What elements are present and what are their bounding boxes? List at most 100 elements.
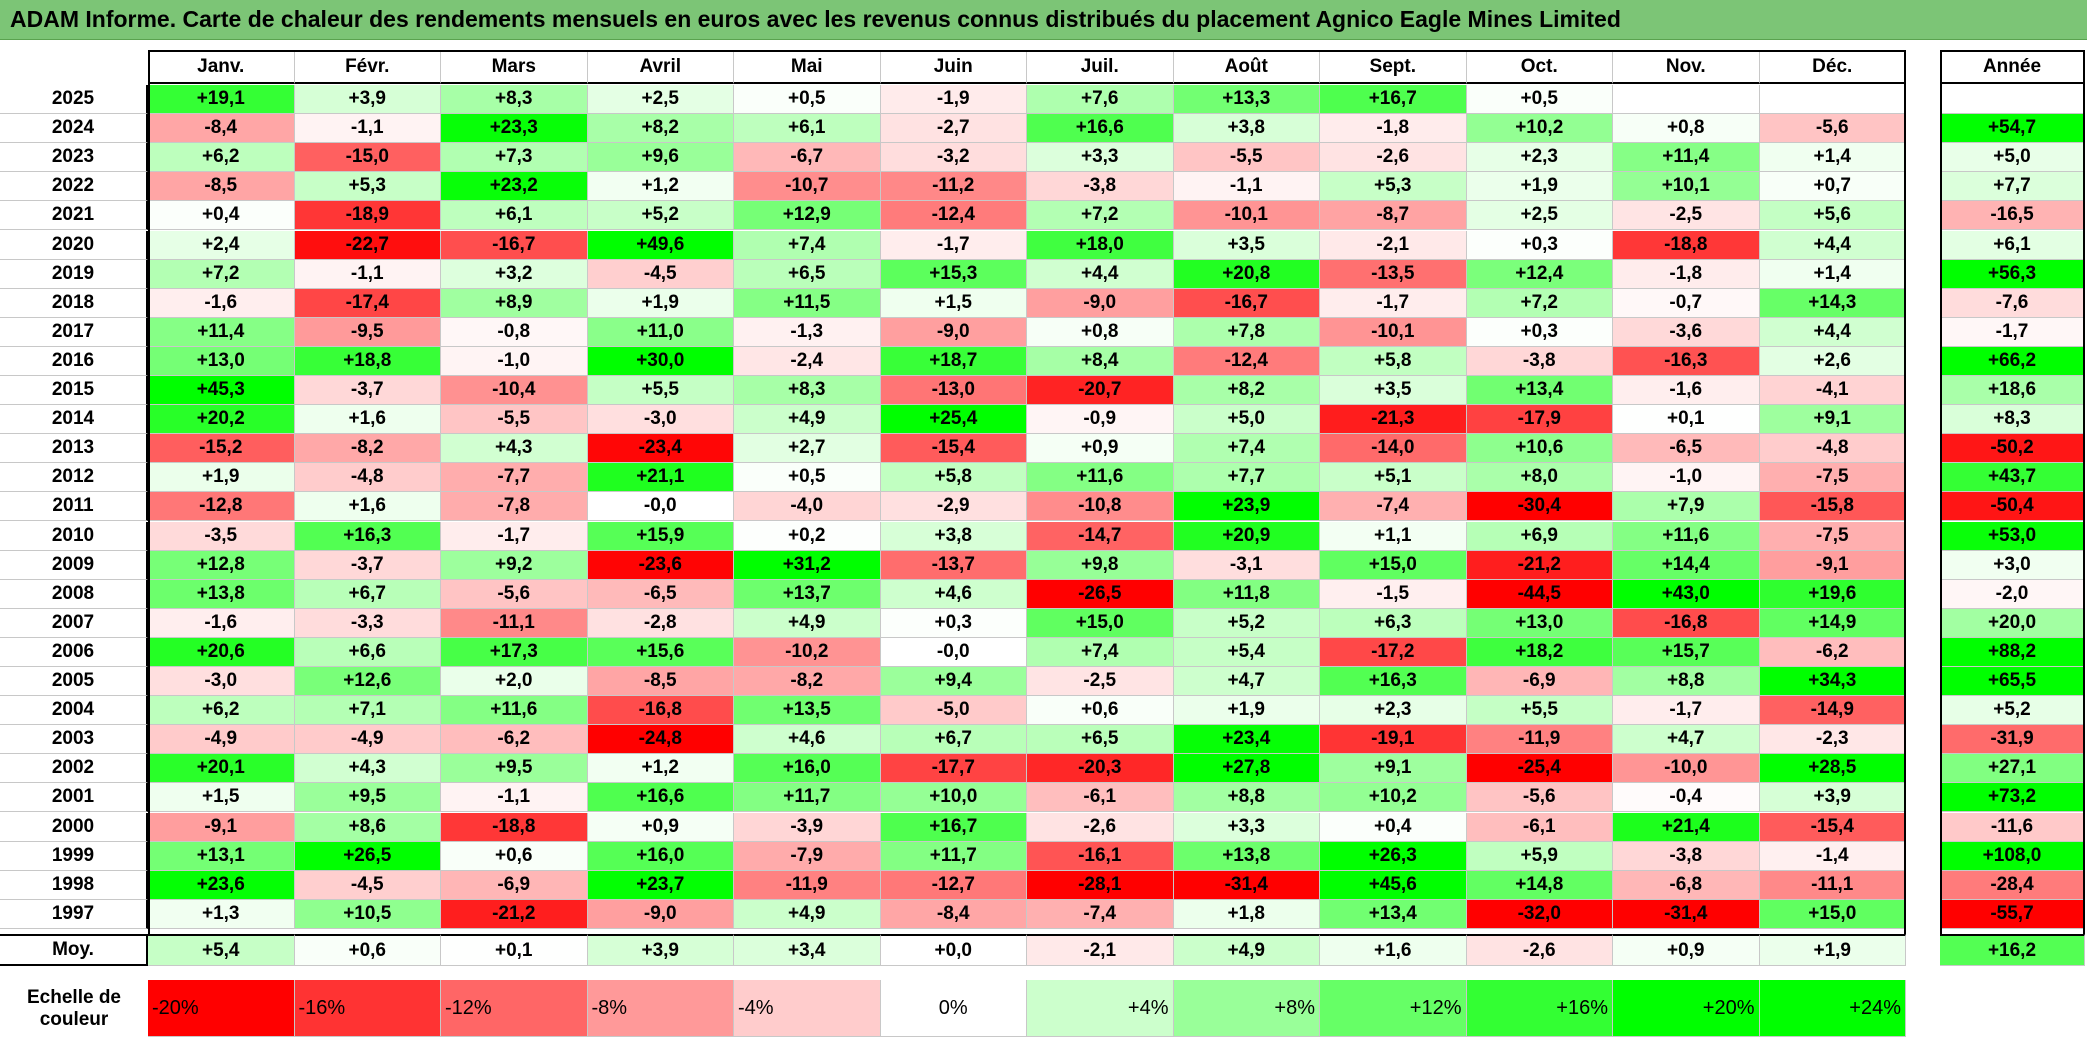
row-year-label: 2002 [0, 754, 148, 784]
heatmap-cell: +13,5 [734, 696, 881, 726]
heatmap-cell: -9,0 [1027, 288, 1174, 318]
color-scale-stop: +12% [1320, 980, 1467, 1037]
heatmap-cell: +15,9 [587, 521, 734, 551]
row-year-label: 2021 [0, 201, 148, 231]
row-year-label: 1999 [0, 841, 148, 871]
heatmap-cell: +11,4 [1613, 143, 1760, 173]
heatmap-cell: -5,6 [441, 579, 588, 609]
annual-column-header: Année [1940, 50, 2085, 84]
annual-cell: +65,5 [1940, 667, 2085, 697]
average-cell: +1,9 [1759, 934, 1906, 966]
heatmap-cell: +13,1 [148, 841, 295, 871]
annual-cell [1940, 85, 2085, 115]
annual-cell: -55,7 [1940, 899, 2085, 929]
heatmap-cell: -2,7 [880, 114, 1027, 144]
heatmap-cell: +20,9 [1173, 521, 1320, 551]
heatmap-cell: +6,1 [441, 201, 588, 231]
heatmap-cell: -6,5 [587, 579, 734, 609]
heatmap-cell: +1,2 [587, 754, 734, 784]
average-annual-cell: +16,2 [1940, 934, 2085, 966]
heatmap-cell: -22,7 [294, 230, 441, 260]
heatmap-cell: +4,3 [294, 754, 441, 784]
heatmap-cell: +1,9 [148, 463, 295, 493]
average-cell: +1,6 [1320, 934, 1467, 966]
heatmap-cell: +20,2 [148, 405, 295, 435]
heatmap-cell: +14,4 [1613, 550, 1760, 580]
heatmap-cell: +7,2 [1027, 201, 1174, 231]
heatmap-cell: +4,4 [1759, 230, 1906, 260]
heatmap-cell: -31,4 [1613, 899, 1760, 929]
heatmap-cell: +26,3 [1320, 841, 1467, 871]
heatmap-cell: -15,8 [1759, 492, 1906, 522]
heatmap-cell: -3,5 [148, 521, 295, 551]
heatmap-cell: -1,1 [294, 259, 441, 289]
heatmap-cell: +20,6 [148, 637, 295, 667]
annual-cell: +43,7 [1940, 463, 2085, 493]
heatmap-cell: -8,2 [294, 434, 441, 464]
heatmap-cell: +0,5 [734, 463, 881, 493]
heatmap-cell: -18,8 [1613, 230, 1760, 260]
heatmap-cell: +23,3 [441, 114, 588, 144]
heatmap-cell: -8,5 [587, 667, 734, 697]
average-cell: +3,9 [587, 934, 734, 966]
heatmap-cell: +0,3 [1466, 230, 1613, 260]
heatmap-cell: -5,0 [880, 696, 1027, 726]
heatmap-cell: -1,0 [441, 346, 588, 376]
heatmap-cell: +16,3 [294, 521, 441, 551]
heatmap-cell: +9,5 [294, 783, 441, 813]
heatmap-cell: +6,5 [1027, 725, 1174, 755]
heatmap-cell: +0,6 [1027, 696, 1174, 726]
annual-cell: -7,6 [1940, 288, 2085, 318]
column-header: Nov. [1613, 50, 1760, 84]
average-cell: +5,4 [148, 934, 295, 966]
heatmap-cell: -30,4 [1466, 492, 1613, 522]
heatmap-cell: -2,9 [880, 492, 1027, 522]
heatmap-cell: -6,7 [734, 143, 881, 173]
heatmap-cell: +6,9 [1466, 521, 1613, 551]
color-scale-label: Echelle de couleur [0, 980, 148, 1037]
column-header: Avril [587, 50, 734, 84]
heatmap-cell: -10,2 [734, 637, 881, 667]
heatmap-cell: +0,6 [441, 841, 588, 871]
annual-cell: +27,1 [1940, 754, 2085, 784]
heatmap-cell: -2,4 [734, 346, 881, 376]
heatmap-cell: +16,7 [1320, 85, 1467, 115]
heatmap-cell: +12,8 [148, 550, 295, 580]
row-year-label: 2025 [0, 85, 148, 115]
heatmap-cell: +11,6 [1027, 463, 1174, 493]
column-header: Mars [441, 50, 588, 84]
heatmap-cell: +30,0 [587, 346, 734, 376]
heatmap-cell: +0,5 [734, 85, 881, 115]
heatmap-cell: +20,8 [1173, 259, 1320, 289]
heatmap-cell: -0,9 [1027, 405, 1174, 435]
heatmap-cell: +13,0 [148, 346, 295, 376]
heatmap-cell: +8,6 [294, 812, 441, 842]
heatmap-cell: +13,7 [734, 579, 881, 609]
heatmap-cell: +6,7 [880, 725, 1027, 755]
heatmap-cell: +8,2 [587, 114, 734, 144]
heatmap-cell: +13,4 [1466, 376, 1613, 406]
heatmap-cell: +6,7 [294, 579, 441, 609]
heatmap-cell: +8,4 [1027, 346, 1174, 376]
heatmap-cell: +1,5 [148, 783, 295, 813]
heatmap-cell: +2,7 [734, 434, 881, 464]
heatmap-cell: -16,1 [1027, 841, 1174, 871]
heatmap-cell: -6,8 [1613, 870, 1760, 900]
heatmap-cell: +6,5 [734, 259, 881, 289]
heatmap-cell: -10,1 [1320, 317, 1467, 347]
heatmap-cell: -4,9 [294, 725, 441, 755]
heatmap-cell: -12,4 [880, 201, 1027, 231]
heatmap-cell: -4,5 [294, 870, 441, 900]
heatmap-cell: -7,8 [441, 492, 588, 522]
chart-title: ADAM Informe. Carte de chaleur des rende… [0, 0, 2087, 40]
heatmap-cell: -6,2 [1759, 637, 1906, 667]
column-header: Janv. [148, 50, 295, 84]
heatmap-cell: -18,9 [294, 201, 441, 231]
heatmap-cell: +6,6 [294, 637, 441, 667]
heatmap-cell: -7,4 [1027, 899, 1174, 929]
heatmap-cell: -44,5 [1466, 579, 1613, 609]
heatmap-cell: -13,0 [880, 376, 1027, 406]
row-year-label: 2012 [0, 463, 148, 493]
heatmap-cell: +16,0 [587, 841, 734, 871]
